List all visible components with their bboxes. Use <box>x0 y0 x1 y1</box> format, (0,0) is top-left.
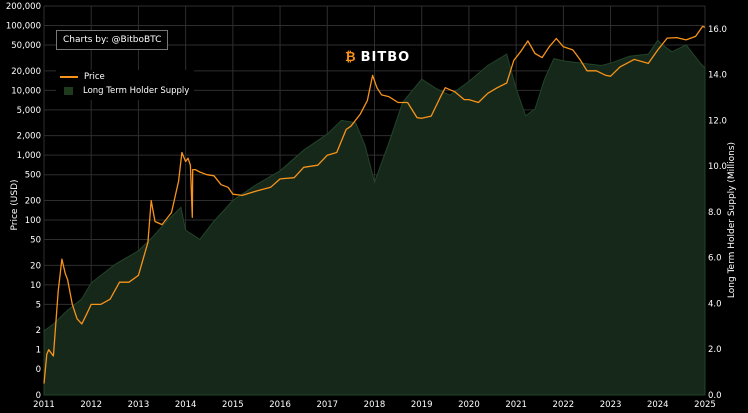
y-left-axis-label: Price (USD) <box>10 179 20 230</box>
y-left-tick-label: 100 <box>25 216 41 226</box>
y-right-tick-label: 12.0 <box>708 116 727 126</box>
y-right-tick-label: 0.0 <box>708 391 722 401</box>
y-right-tick-label: 16.0 <box>708 25 727 35</box>
y-right-tick-labels: 0.0 2.0 4.0 6.0 8.0 10.0 12.0 14.0 16.0 <box>708 25 727 401</box>
y-left-tick-label: 2 <box>36 326 41 336</box>
y-left-tick-label: 500 <box>25 171 41 181</box>
x-tick-label: 2023 <box>600 400 622 410</box>
legend: Price Long Term Holder Supply <box>56 70 194 100</box>
y-left-tick-label: 1,000 <box>17 151 41 161</box>
supply-area <box>43 39 706 396</box>
y-left-tick-label: 20,000 <box>11 67 41 77</box>
y-left-tick-label: 10,000 <box>11 86 41 96</box>
legend-label-supply: Long Term Holder Supply <box>83 86 190 96</box>
y-left-tick-labels: 200,000 100,000 50,000 20,000 10,000 5,000 2,0… <box>6 2 41 401</box>
y-left-tick-label: 1 <box>36 346 41 356</box>
legend-item-supply: Long Term Holder Supply <box>56 84 194 98</box>
supply-swatch <box>64 87 73 95</box>
y-left-tick-label: 50,000 <box>11 41 41 51</box>
x-tick-label: 2014 <box>175 400 197 410</box>
x-tick-label: 2011 <box>33 400 55 410</box>
y-left-tick-label: 0 <box>36 391 41 401</box>
y-right-tick-label: 4.0 <box>708 299 722 309</box>
y-left-tick-label: 10 <box>30 281 41 291</box>
x-tick-label: 2021 <box>505 400 527 410</box>
supply-area-path <box>43 39 706 396</box>
x-tick-label: 2024 <box>647 400 669 410</box>
x-tick-label: 2017 <box>316 400 338 410</box>
y-left-tick-label: 200 <box>25 197 41 207</box>
y-left-tick-label: 0 <box>36 365 41 375</box>
price-swatch <box>60 76 78 78</box>
y-left-tick-label: 100,000 <box>6 22 41 32</box>
x-tick-label: 2025 <box>694 400 716 410</box>
y-right-tick-label: 10.0 <box>708 162 727 172</box>
price-line <box>43 25 706 384</box>
x-tick-label: 2016 <box>269 400 291 410</box>
bitcoin-icon: ₿ <box>345 50 357 65</box>
legend-label-price: Price <box>84 72 105 82</box>
y-left-tick-label: 5,000 <box>17 106 41 116</box>
y-right-tick-label: 2.0 <box>708 345 722 355</box>
x-tick-label: 2013 <box>128 400 150 410</box>
y-right-tick-label: 8.0 <box>708 208 722 218</box>
y-left-tick-label: 20 <box>30 261 41 271</box>
x-tick-label: 2012 <box>80 400 102 410</box>
price-line-path <box>43 25 706 384</box>
x-tick-label: 2019 <box>411 400 433 410</box>
brand-logo: ₿ BITBO <box>345 49 411 66</box>
y-left-tick-label: 2,000 <box>17 132 41 142</box>
y-left-tick-label: 200,000 <box>6 2 41 12</box>
y-right-tick-label: 14.0 <box>708 71 727 81</box>
y-left-tick-label: 5 <box>36 300 41 310</box>
y-right-tick-label: 6.0 <box>708 254 722 264</box>
legend-item-price: Price <box>56 70 194 84</box>
credit-label: Charts by: @BitboBTC <box>56 30 169 50</box>
x-tick-label: 2020 <box>458 400 480 410</box>
x-tick-label: 2015 <box>222 400 244 410</box>
x-tick-label: 2022 <box>553 400 575 410</box>
x-tick-labels: 2011 2012 2013 2014 2015 2016 2017 2018 2019 2020… <box>33 400 716 410</box>
brand-text: BITBO <box>360 49 411 65</box>
y-right-axis-label: Long Term Holder Supply (Millions) <box>727 142 737 298</box>
x-tick-label: 2018 <box>364 400 386 410</box>
y-left-tick-label: 50 <box>30 236 41 246</box>
